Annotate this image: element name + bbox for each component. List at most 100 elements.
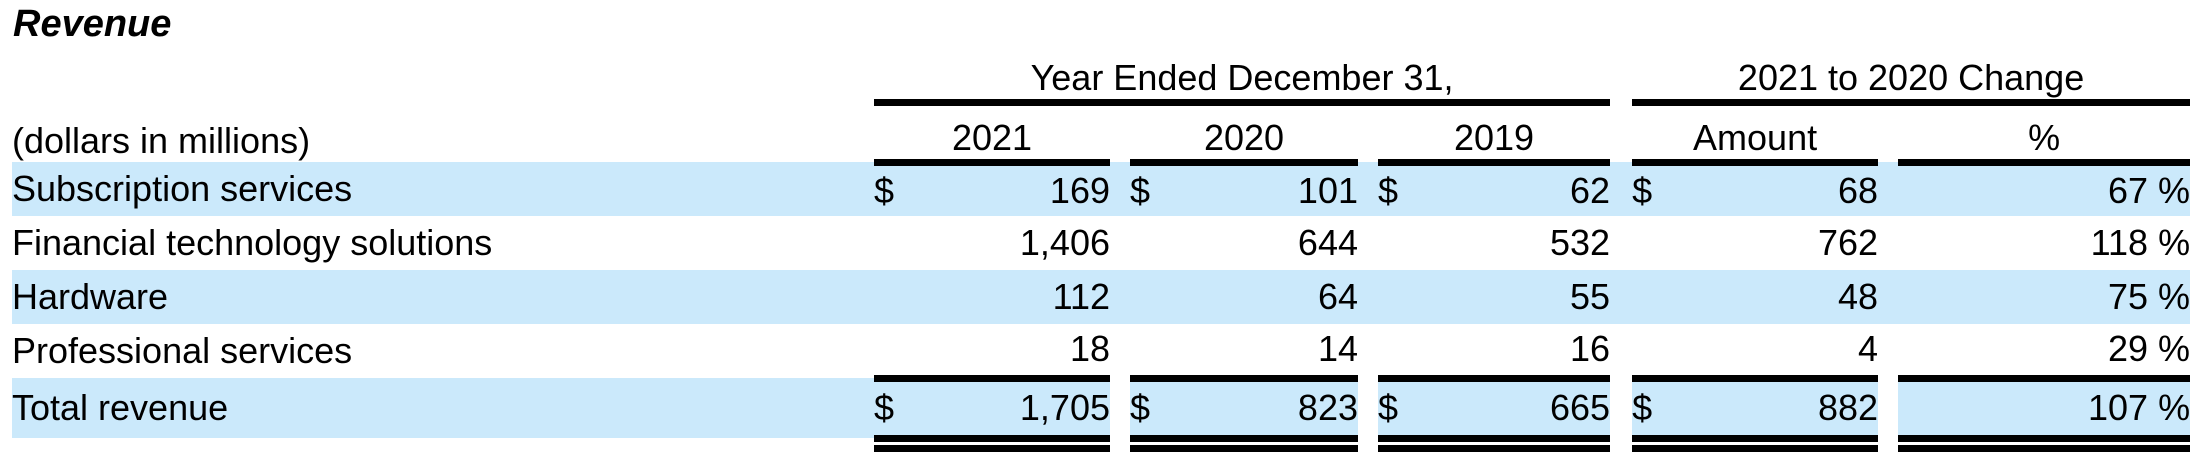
spacer-cell bbox=[1358, 438, 1378, 448]
spacer-cell bbox=[1878, 438, 1899, 448]
table-header-group-row: Year Ended December 31, 2021 to 2020 Cha… bbox=[12, 40, 2191, 106]
spacer-cell bbox=[1610, 40, 1632, 102]
value-2019: 55 bbox=[1436, 270, 1611, 324]
span-header-change: 2021 to 2020 Change bbox=[1632, 40, 2191, 106]
spacer-cell bbox=[1110, 270, 1130, 324]
spacer-cell bbox=[1610, 378, 1633, 438]
dollar-sign: $ bbox=[1632, 374, 1691, 442]
col-header-amount: Amount bbox=[1632, 102, 1879, 166]
double-rule-2019 bbox=[1378, 438, 1611, 452]
double-rule-percent bbox=[1898, 438, 2191, 452]
dollar-sign: $ bbox=[1378, 162, 1436, 216]
row-label: Financial technology solutions bbox=[12, 222, 493, 263]
dollar-cell-empty bbox=[874, 216, 932, 270]
value-2021: 112 bbox=[932, 270, 1110, 324]
spacer-cell bbox=[1110, 378, 1130, 438]
col-header-2021: 2021 bbox=[874, 102, 1110, 166]
dollar-cell-empty bbox=[1378, 216, 1436, 270]
value-2021: 18 bbox=[1069, 328, 1110, 370]
value-amount: 762 bbox=[1818, 222, 1879, 263]
table-row-total-revenue: Total revenue $ 1,705 $ 823 $ 665 $ 882 … bbox=[12, 374, 2191, 442]
value-percent: 107 % bbox=[1898, 374, 2191, 442]
spacer-cell bbox=[1610, 438, 1633, 448]
value-percent: 67 % bbox=[1898, 162, 2191, 216]
table-row-hardware: Hardware 112 64 55 48 75 % bbox=[12, 270, 2191, 324]
value-percent: 29 % bbox=[2108, 328, 2191, 370]
dollar-cell-empty bbox=[1378, 270, 1436, 324]
value-2020: 644 bbox=[1297, 222, 1358, 263]
spacer-cell bbox=[1610, 324, 1632, 378]
spacer-cell bbox=[1878, 378, 1899, 438]
value-2020: 64 bbox=[1188, 270, 1358, 324]
spacer-cell bbox=[1610, 270, 1633, 324]
spacer-cell bbox=[12, 438, 874, 448]
value-amount: 4 bbox=[1858, 328, 1879, 370]
value-2021: 169 bbox=[932, 162, 1110, 216]
row-label: Subscription services bbox=[12, 162, 874, 216]
value-2019: 532 bbox=[1550, 222, 1611, 263]
spacer-cell bbox=[1358, 324, 1378, 378]
value-amount: 68 bbox=[1690, 162, 1879, 216]
header-corner-cell bbox=[12, 40, 874, 102]
value-2020: 14 bbox=[1317, 328, 1358, 370]
unit-label: (dollars in millions) bbox=[12, 120, 311, 161]
value-2021: 1,406 bbox=[1019, 222, 1110, 263]
value-2019: 62 bbox=[1436, 162, 1611, 216]
row-label: Total revenue bbox=[12, 378, 874, 438]
spacer-cell bbox=[1358, 216, 1378, 270]
dollar-cell-empty bbox=[1632, 270, 1691, 324]
value-2021: 1,705 bbox=[932, 374, 1110, 442]
dollar-cell-empty bbox=[874, 324, 932, 378]
span-header-years: Year Ended December 31, bbox=[874, 40, 1611, 106]
spacer-cell bbox=[1110, 102, 1130, 162]
col-header-2020: 2020 bbox=[1130, 102, 1358, 166]
spacer-cell bbox=[1358, 270, 1378, 324]
col-header-2019: 2019 bbox=[1378, 102, 1611, 166]
table-row-professional-services: Professional services 18 14 16 4 29 % bbox=[12, 324, 2190, 378]
table-row-subscription-services: Subscription services $ 169 $ 101 $ 62 $… bbox=[12, 162, 2191, 216]
spacer-cell bbox=[1110, 162, 1130, 216]
dollar-cell-empty bbox=[1632, 216, 1690, 270]
spacer-cell bbox=[1610, 216, 1632, 270]
dollar-sign: $ bbox=[874, 374, 932, 442]
value-2020: 823 bbox=[1188, 374, 1358, 442]
spacer-cell bbox=[1110, 216, 1130, 270]
spacer-cell bbox=[1878, 270, 1899, 324]
spacer-cell bbox=[1610, 162, 1633, 216]
spacer-cell bbox=[1358, 378, 1378, 438]
value-amount: 48 bbox=[1690, 270, 1879, 324]
dollar-sign: $ bbox=[1130, 374, 1188, 442]
dollar-cell-empty bbox=[1130, 324, 1188, 378]
value-2020: 101 bbox=[1188, 162, 1358, 216]
dollar-cell-empty bbox=[1130, 270, 1188, 324]
spacer-cell bbox=[1878, 162, 1899, 216]
table-row-financial-technology-solutions: Financial technology solutions 1,406 644… bbox=[12, 216, 2190, 270]
spacer-cell bbox=[1110, 324, 1130, 378]
spacer-cell bbox=[1878, 324, 1898, 378]
dollar-cell-empty bbox=[1632, 324, 1690, 378]
dollar-cell-empty bbox=[874, 270, 932, 324]
spacer-cell bbox=[1610, 102, 1632, 162]
row-label: Professional services bbox=[12, 330, 353, 371]
spacer-cell bbox=[1878, 216, 1898, 270]
spacer-cell bbox=[1110, 438, 1130, 448]
dollar-sign: $ bbox=[1130, 162, 1188, 216]
double-rule-amount bbox=[1632, 438, 1879, 452]
row-label: Hardware bbox=[12, 270, 874, 324]
dollar-cell-empty bbox=[1130, 216, 1188, 270]
dollar-sign: $ bbox=[1378, 374, 1436, 442]
value-2019: 16 bbox=[1570, 328, 1611, 370]
dollar-sign: $ bbox=[874, 162, 932, 216]
spacer-cell bbox=[1358, 102, 1378, 162]
spacer-cell bbox=[1358, 162, 1378, 216]
dollar-cell-empty bbox=[1378, 324, 1436, 378]
value-percent: 118 % bbox=[2090, 222, 2191, 263]
dollar-sign: $ bbox=[1632, 162, 1691, 216]
col-header-percent: % bbox=[1898, 102, 2191, 166]
value-2019: 665 bbox=[1436, 374, 1611, 442]
value-percent: 75 % bbox=[1898, 270, 2191, 324]
double-rule-2021 bbox=[874, 438, 1110, 452]
double-rule-2020 bbox=[1130, 438, 1358, 452]
value-amount: 882 bbox=[1690, 374, 1879, 442]
